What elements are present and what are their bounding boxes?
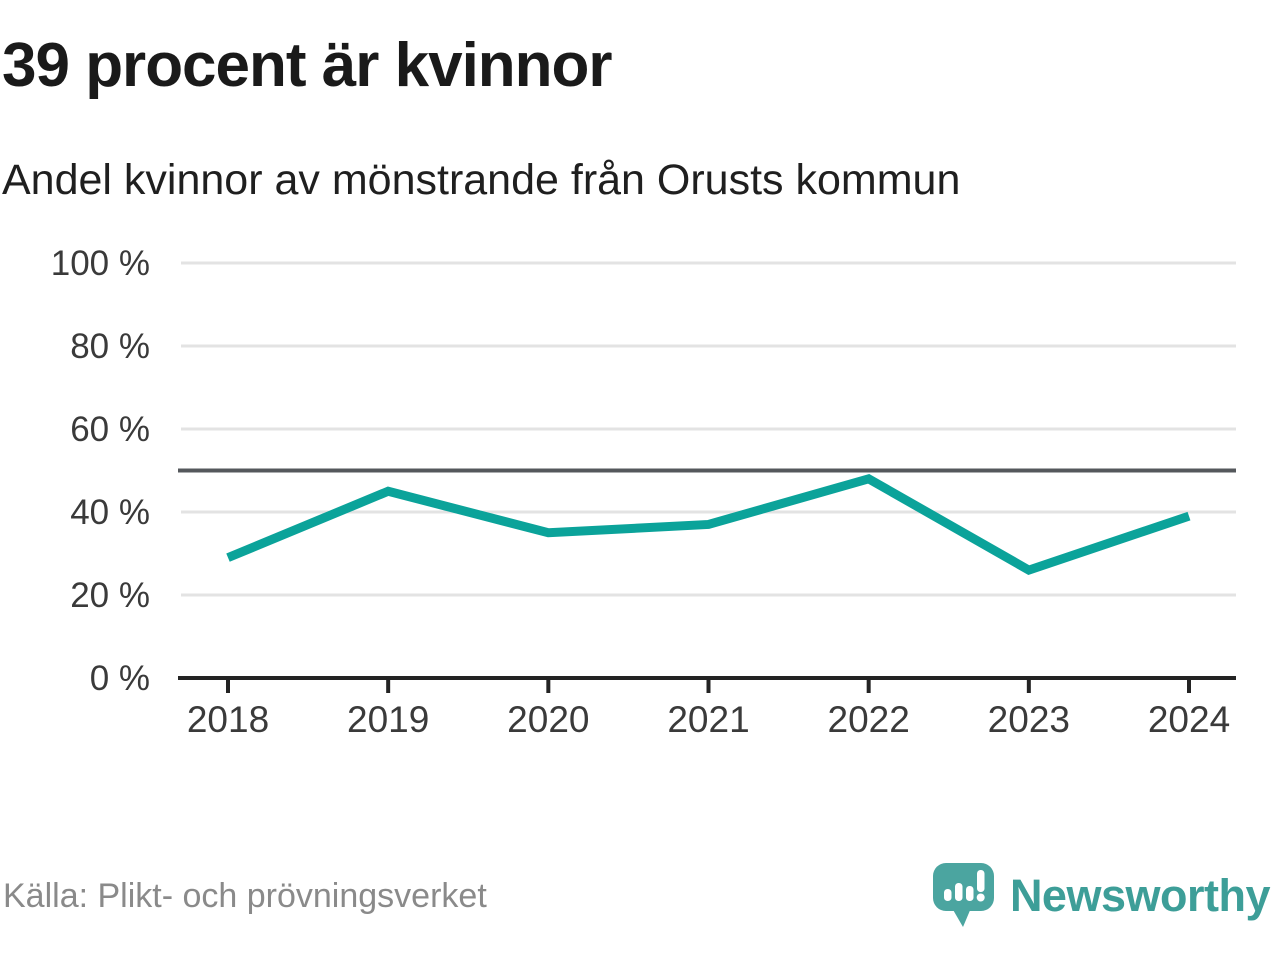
y-tick-label: 60 %: [70, 410, 150, 449]
x-tick-labels: 2018 2019 2020 2021 2022 2023 2024: [187, 699, 1230, 740]
x-tick-label: 2023: [988, 699, 1070, 740]
brand-block: Newsworthy: [932, 862, 1271, 930]
source-attribution: Källa: Plikt- och prövningsverket: [3, 876, 487, 915]
newsworthy-logo-icon: [932, 863, 994, 927]
x-tick-label: 2022: [828, 699, 910, 740]
y-tick-label: 80 %: [70, 327, 150, 366]
y-tick-labels: 0 % 20 % 40 % 60 % 80 % 100 %: [51, 244, 150, 698]
line-chart: 0 % 20 % 40 % 60 % 80 % 100 % 2018 2019 2020 202…: [51, 244, 1236, 740]
x-axis: [178, 676, 1236, 693]
x-tick-label: 2018: [187, 699, 269, 740]
series-line: [226, 473, 1191, 576]
y-tick-label: 0 %: [90, 659, 150, 698]
x-tick-label: 2019: [347, 699, 429, 740]
chart-title: 39 procent är kvinnor: [2, 31, 613, 100]
y-tick-label: 40 %: [70, 493, 150, 532]
chart-subtitle: Andel kvinnor av mönstrande från Orusts …: [2, 156, 961, 204]
brand-wordmark: Newsworthy: [1009, 870, 1271, 921]
chart-footer: Källa: Plikt- och prövningsverket Newswo…: [0, 856, 1280, 936]
grid-lines: [181, 261, 1236, 597]
x-tick-label: 2024: [1148, 699, 1230, 740]
y-tick-label: 100 %: [51, 244, 150, 283]
x-tick-label: 2021: [667, 699, 749, 740]
y-tick-label: 20 %: [70, 576, 150, 615]
data-series: [226, 473, 1191, 576]
x-tick-label: 2020: [507, 699, 589, 740]
